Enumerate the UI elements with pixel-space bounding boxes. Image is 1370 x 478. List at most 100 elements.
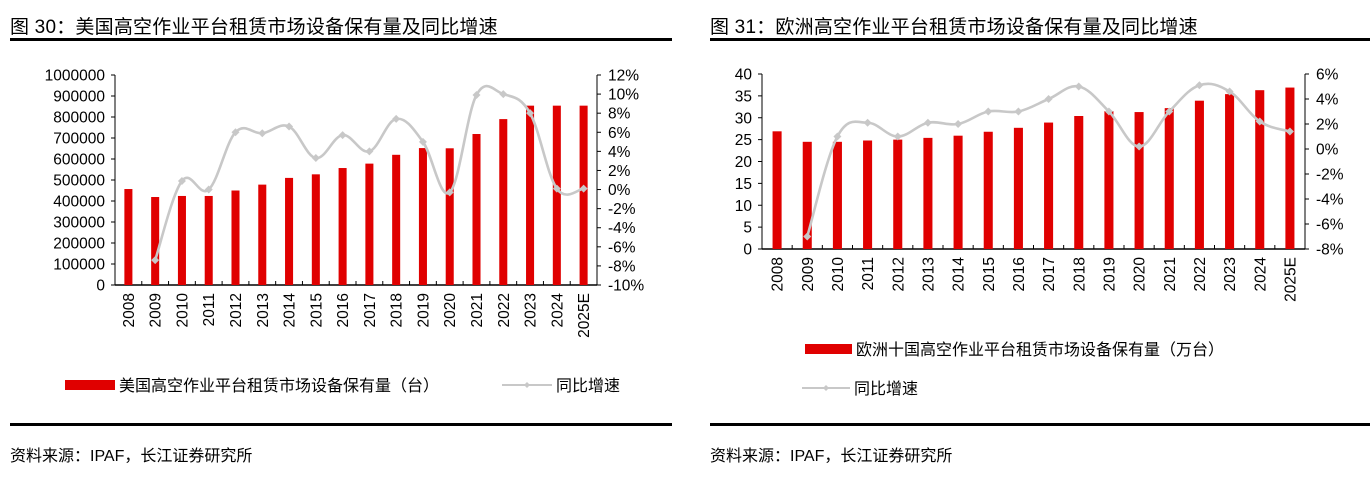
left-tick-label: 10 — [735, 198, 753, 215]
x-tick-label: 2012 — [228, 293, 245, 327]
growth-rate-point — [579, 184, 588, 193]
bar — [1044, 122, 1054, 249]
x-tick-label: 2015 — [981, 257, 998, 291]
growth-rate-point — [1195, 81, 1204, 90]
growth-rate-point — [365, 147, 374, 156]
right-tick-label: 6% — [608, 125, 631, 142]
growth-rate-point — [1074, 82, 1083, 91]
bar — [285, 177, 294, 285]
figure-title: 图 31：欧洲高空作业平台租赁市场设备保有量及同比增速 — [710, 17, 1198, 38]
growth-rate-point — [445, 188, 454, 197]
right-tick-label: -2% — [608, 201, 636, 218]
left-tick-label: 200000 — [53, 236, 105, 253]
bar — [392, 154, 401, 285]
left-tick-label: 800000 — [53, 110, 105, 127]
bar — [1194, 100, 1204, 249]
left-tick-label: 15 — [735, 176, 752, 193]
left-tick-label: 0 — [96, 278, 105, 295]
bar — [526, 105, 535, 285]
bar — [177, 195, 186, 285]
left-tick-label: 0 — [743, 242, 752, 259]
left-tick-label: 40 — [735, 67, 753, 84]
x-tick-label: 2021 — [469, 293, 486, 327]
growth-rate-point — [1104, 107, 1113, 116]
growth-rate-point — [984, 107, 993, 116]
right-tick-label: 0% — [1316, 142, 1339, 159]
growth-rate-point — [418, 137, 427, 146]
x-tick-label: 2019 — [1101, 257, 1118, 291]
left-tick-label: 500000 — [53, 173, 105, 190]
x-tick-label: 2022 — [1192, 257, 1209, 291]
x-tick-label: 2019 — [415, 293, 432, 327]
bar — [893, 139, 903, 249]
growth-rate-point — [392, 114, 401, 123]
growth-rate-point — [231, 128, 240, 137]
right-tick-label: 8% — [608, 106, 631, 123]
growth-rate-point — [338, 131, 347, 140]
x-tick-label: 2013 — [920, 257, 937, 291]
bar — [472, 134, 481, 285]
bar — [832, 141, 842, 249]
growth-rate-point — [923, 118, 932, 127]
bar — [1164, 108, 1174, 249]
x-tick-label: 2009 — [148, 293, 165, 327]
bar — [802, 141, 812, 249]
bar — [953, 135, 963, 249]
growth-rate-point — [1255, 117, 1264, 126]
legend-swatch-bar — [805, 344, 852, 354]
bar — [1104, 111, 1114, 249]
bar — [418, 148, 427, 285]
growth-rate-point — [204, 185, 213, 194]
x-tick-label: 2014 — [951, 257, 968, 292]
right-tick-label: -6% — [1316, 217, 1344, 234]
left-tick-label: 5 — [743, 220, 752, 237]
growth-rate-point — [151, 256, 160, 265]
bar — [231, 190, 240, 285]
x-tick-label: 2012 — [890, 257, 907, 291]
bar — [124, 189, 133, 285]
us-fleet-chart: 0 100000 200000 300000 400000 500000 600000 700… — [45, 68, 645, 396]
legend-label: 同比增速 — [556, 377, 620, 395]
x-tick-label: 2008 — [770, 257, 787, 291]
left-tick-label: 900000 — [53, 89, 105, 106]
growth-rate-point — [833, 132, 842, 141]
bar — [365, 163, 374, 285]
growth-rate-point — [1135, 142, 1144, 151]
source-note: 资料来源：IPAF，长江证券研究所 — [710, 448, 953, 465]
x-tick-label: 2024 — [1252, 257, 1269, 292]
x-tick-label: 2017 — [362, 293, 379, 327]
left-tick-label: 400000 — [53, 194, 105, 211]
growth-rate-point — [499, 90, 508, 99]
growth-rate-point — [177, 176, 186, 185]
growth-rate-point — [803, 232, 812, 241]
growth-rate-point — [893, 132, 902, 141]
left-tick-label: 35 — [735, 88, 752, 105]
bar — [258, 184, 267, 285]
right-tick-label: -4% — [1316, 192, 1344, 209]
x-tick-label: 2018 — [1071, 257, 1088, 291]
right-tick-label: 10% — [608, 87, 639, 104]
x-tick-label: 2009 — [800, 257, 817, 291]
bottom-divider — [10, 423, 672, 426]
x-tick-label: 2025E — [576, 293, 593, 338]
x-tick-label: 2023 — [523, 293, 540, 327]
x-tick-label: 2017 — [1041, 257, 1058, 291]
legend-label: 美国高空作业平台租赁市场设备保有量（台） — [119, 377, 439, 395]
right-tick-label: -2% — [1316, 167, 1344, 184]
right-tick-label: 2% — [1316, 117, 1339, 134]
legend-label: 欧洲十国高空作业平台租赁市场设备保有量（万台） — [856, 341, 1224, 359]
bar — [499, 119, 508, 285]
x-tick-label: 2008 — [121, 293, 138, 327]
x-tick-label: 2020 — [442, 293, 459, 328]
figure-30-panel: 图 30：美国高空作业平台租赁市场设备保有量及同比增速 0 100000 20000… — [0, 0, 680, 478]
right-tick-label: 6% — [1316, 67, 1339, 84]
bar — [1134, 112, 1144, 249]
growth-rate-point — [472, 91, 481, 100]
growth-rate-point — [1014, 107, 1023, 116]
bar — [1013, 127, 1023, 249]
x-tick-label: 2010 — [830, 257, 847, 292]
bar — [311, 174, 320, 285]
x-tick-label: 2013 — [255, 293, 272, 327]
bar — [772, 131, 782, 249]
bar — [151, 197, 160, 285]
